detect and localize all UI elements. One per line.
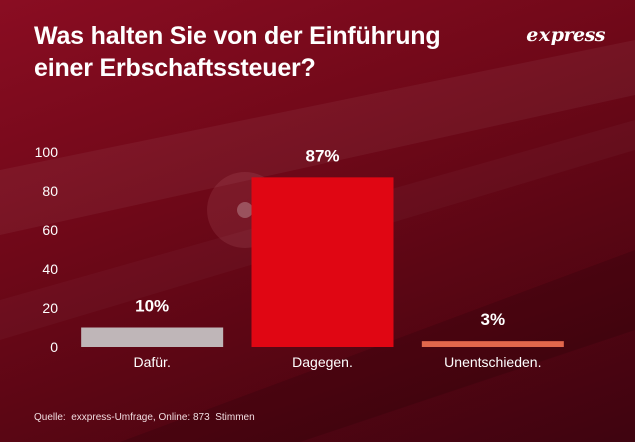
y-tick-label-100: 100 — [35, 144, 59, 160]
y-tick-label-0: 0 — [50, 339, 58, 355]
title-line-2: einer Erbschaftssteuer? — [34, 54, 316, 82]
exxpress-logo: express — [526, 24, 605, 46]
x-tick-label-2: Unentschieden. — [444, 354, 541, 370]
y-tick-label-40: 40 — [42, 261, 58, 277]
title-line-1: Was halten Sie von der Einführung — [34, 22, 441, 50]
data-label-2: 3% — [481, 310, 506, 329]
bar-unentschieden — [421, 341, 564, 347]
y-tick-label-20: 20 — [42, 300, 58, 316]
data-label-1: 87% — [305, 146, 339, 165]
bar-dagegen — [251, 177, 394, 347]
x-tick-label-0: Dafür. — [133, 354, 170, 370]
data-label-0: 10% — [135, 297, 169, 316]
source-note: Quelle: exxpress-Umfrage, Online: 873 St… — [34, 412, 255, 423]
chart-title: Was halten Sie von der Einführung einer … — [34, 20, 441, 84]
x-tick-label-1: Dagegen. — [292, 354, 353, 370]
bar-dafür — [81, 327, 224, 347]
y-tick-label-80: 80 — [42, 183, 58, 199]
y-tick-label-60: 60 — [42, 222, 58, 238]
